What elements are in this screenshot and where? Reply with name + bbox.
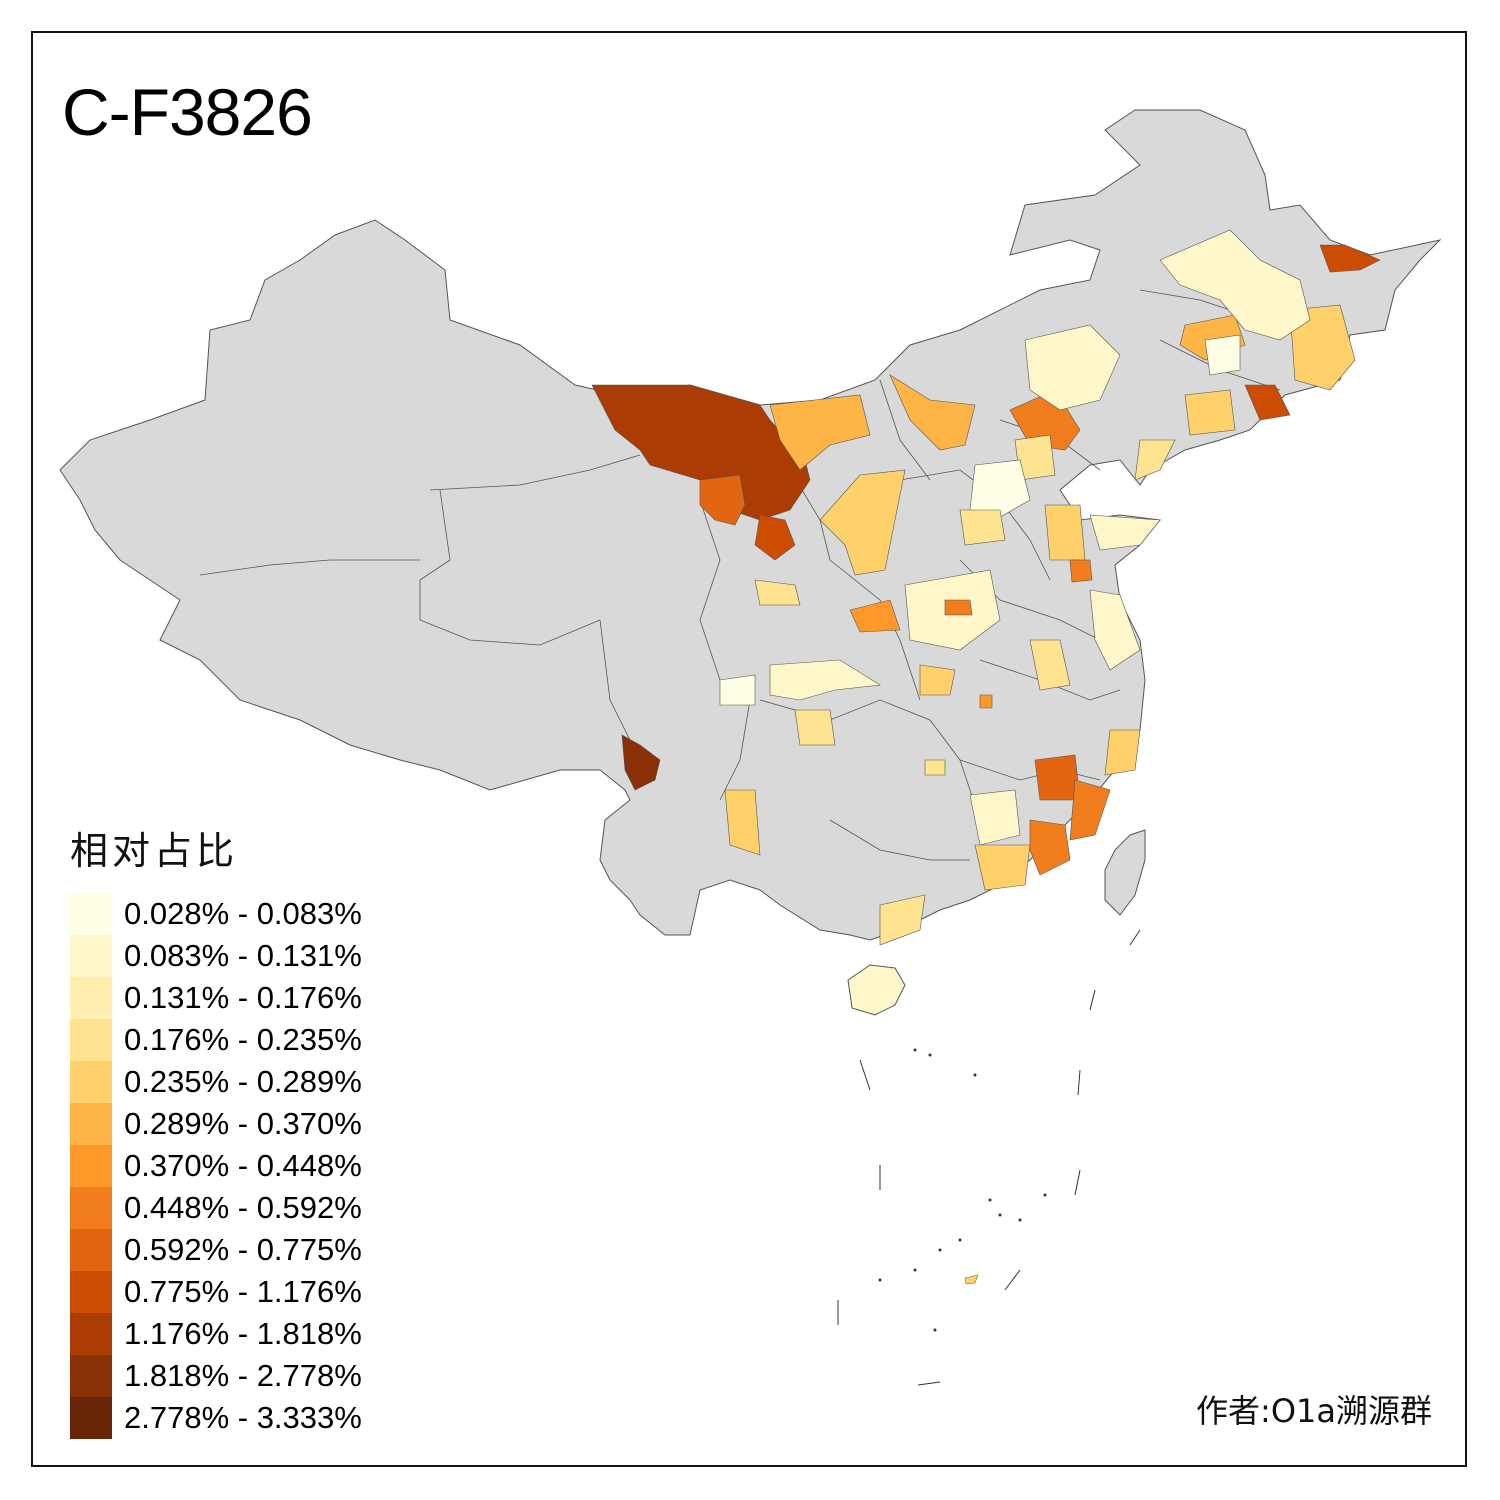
region-inner-mongolia-mid bbox=[769, 394, 871, 471]
data-regions bbox=[591, 229, 1381, 946]
region-hunan bbox=[924, 759, 946, 776]
legend-label: 0.592% - 0.775% bbox=[124, 1232, 362, 1267]
region-shanxi bbox=[969, 459, 1031, 521]
legend-row: 0.131% - 0.176% bbox=[70, 977, 362, 1019]
region-yunnan bbox=[724, 789, 761, 856]
south-sea-islands bbox=[837, 929, 1141, 1386]
region-fujian-coast bbox=[1069, 779, 1111, 841]
region-guangdong bbox=[974, 844, 1031, 891]
map-title: C-F3826 bbox=[62, 75, 313, 149]
region-guangdong-west bbox=[879, 894, 926, 946]
legend-swatch bbox=[70, 1061, 112, 1103]
region-inner-mongolia-east bbox=[889, 374, 976, 451]
legend-swatch bbox=[70, 1019, 112, 1061]
taiwan-island bbox=[1104, 829, 1146, 916]
legend-row: 0.176% - 0.235% bbox=[70, 1019, 362, 1061]
region-shanxi-south bbox=[959, 509, 1006, 546]
legend-swatch bbox=[70, 935, 112, 977]
region-shaanxi-north bbox=[819, 469, 906, 576]
region-hubei bbox=[919, 664, 956, 696]
region-liaoning-east bbox=[1244, 384, 1291, 421]
region-liaoning bbox=[1134, 439, 1176, 481]
legend-label: 0.370% - 0.448% bbox=[124, 1148, 362, 1183]
region-heilongjiang-east bbox=[1319, 244, 1381, 273]
hainan-island bbox=[847, 964, 906, 1016]
legend-label: 0.235% - 0.289% bbox=[124, 1064, 362, 1099]
legend-row: 0.592% - 0.775% bbox=[70, 1229, 362, 1271]
legend-title: 相对占比 bbox=[70, 829, 239, 873]
legend: 相对占比 0.028% - 0.083% 0.083% - 0.131% 0.131… bbox=[70, 820, 362, 1439]
legend-row: 0.235% - 0.289% bbox=[70, 1061, 362, 1103]
region-jiangsu bbox=[1089, 589, 1141, 671]
legend-row: 0.289% - 0.370% bbox=[70, 1103, 362, 1145]
legend-swatch bbox=[70, 893, 112, 935]
legend-row: 1.818% - 2.778% bbox=[70, 1355, 362, 1397]
region-heilongjiang bbox=[1159, 229, 1311, 341]
legend-row: 0.028% - 0.083% bbox=[70, 893, 362, 935]
legend-swatch bbox=[70, 1145, 112, 1187]
region-sichuan-south bbox=[794, 709, 836, 746]
region-ningxia bbox=[699, 474, 746, 526]
region-jiangxi bbox=[969, 789, 1021, 846]
region-zhejiang bbox=[1104, 729, 1141, 776]
region-inner-mongolia-west bbox=[591, 384, 811, 521]
region-inner-mongolia-ne bbox=[1024, 324, 1121, 411]
region-gansu bbox=[754, 579, 801, 606]
legend-row: 0.370% - 0.448% bbox=[70, 1145, 362, 1187]
region-liaoning-west bbox=[1184, 389, 1236, 436]
legend-row: 0.448% - 0.592% bbox=[70, 1187, 362, 1229]
legend-swatch bbox=[70, 1271, 112, 1313]
legend-items: 0.028% - 0.083% 0.083% - 0.131% 0.131% - 0… bbox=[70, 893, 362, 1439]
legend-label: 0.289% - 0.370% bbox=[124, 1106, 362, 1141]
region-jiangsu-coast bbox=[1069, 559, 1093, 583]
legend-row: 0.083% - 0.131% bbox=[70, 935, 362, 977]
legend-swatch bbox=[70, 1397, 112, 1439]
legend-row: 0.775% - 1.176% bbox=[70, 1271, 362, 1313]
region-shandong-west bbox=[1044, 504, 1086, 561]
legend-label: 2.778% - 3.333% bbox=[124, 1400, 362, 1435]
legend-swatch bbox=[70, 1313, 112, 1355]
legend-row: 2.778% - 3.333% bbox=[70, 1397, 362, 1439]
legend-swatch bbox=[70, 1187, 112, 1229]
legend-label: 0.176% - 0.235% bbox=[124, 1022, 362, 1057]
legend-swatch bbox=[70, 977, 112, 1019]
region-fujian bbox=[1034, 754, 1081, 801]
legend-row: 1.176% - 1.818% bbox=[70, 1313, 362, 1355]
region-henan-center bbox=[944, 599, 973, 616]
region-tibet-east bbox=[621, 734, 661, 791]
region-shaanxi-south bbox=[849, 599, 901, 633]
region-hubei-center bbox=[979, 694, 993, 709]
legend-label: 1.818% - 2.778% bbox=[124, 1358, 362, 1393]
region-sichuan bbox=[769, 659, 881, 701]
region-sichuan-west bbox=[719, 674, 756, 706]
author-credit: 作者:O1a溯源群 bbox=[1196, 1392, 1432, 1430]
legend-swatch bbox=[70, 1229, 112, 1271]
legend-label: 0.131% - 0.176% bbox=[124, 980, 362, 1015]
island-dots bbox=[878, 1048, 1047, 1332]
legend-label: 0.448% - 0.592% bbox=[124, 1190, 362, 1225]
legend-swatch bbox=[70, 1355, 112, 1397]
island-colored bbox=[964, 1274, 979, 1285]
region-guangdong-east bbox=[1029, 819, 1071, 876]
region-shandong bbox=[1089, 514, 1161, 551]
legend-label: 0.083% - 0.131% bbox=[124, 938, 362, 973]
legend-label: 1.176% - 1.818% bbox=[124, 1316, 362, 1351]
legend-label: 0.775% - 1.176% bbox=[124, 1274, 362, 1309]
region-jilin-center bbox=[1204, 334, 1241, 376]
legend-label: 0.028% - 0.083% bbox=[124, 896, 362, 931]
region-ningxia-south bbox=[754, 514, 796, 561]
region-anhui bbox=[1029, 639, 1071, 691]
legend-swatch bbox=[70, 1103, 112, 1145]
region-jilin-east bbox=[1289, 304, 1356, 391]
